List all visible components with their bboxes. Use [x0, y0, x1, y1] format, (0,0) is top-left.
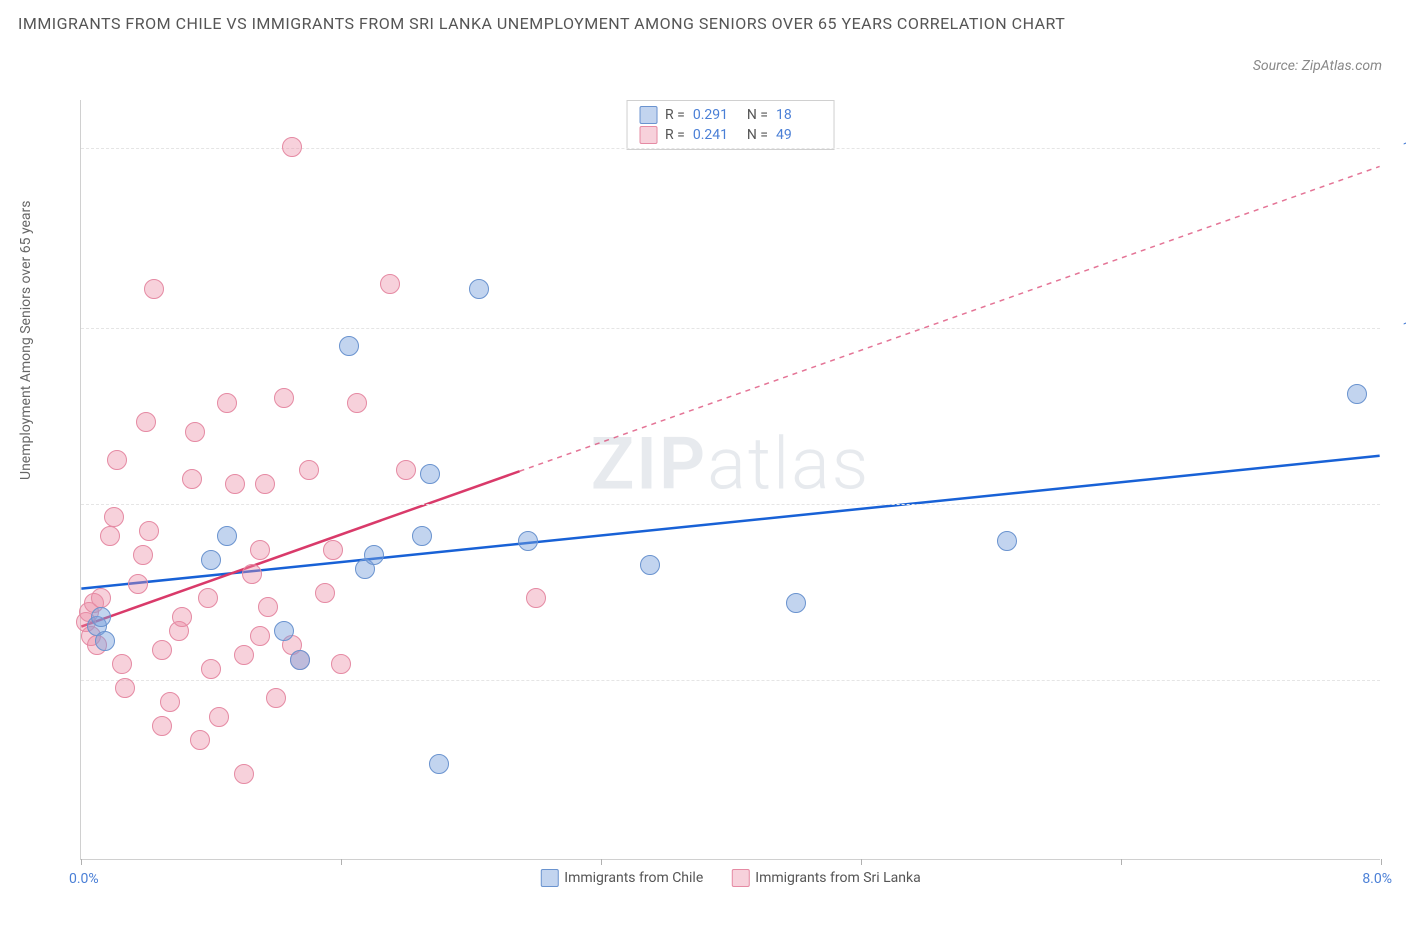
scatter-point — [95, 631, 115, 651]
series-legend: Immigrants from Chile Immigrants from Sri… — [540, 869, 920, 887]
scatter-point — [133, 545, 153, 565]
gridline — [81, 148, 1380, 149]
scatter-point — [1347, 384, 1367, 404]
scatter-point — [640, 555, 660, 575]
scatter-point — [469, 279, 489, 299]
r-value: 0.291 — [693, 107, 739, 123]
scatter-point — [201, 550, 221, 570]
scatter-point — [198, 588, 218, 608]
y-tick-label: 7.5% — [1385, 496, 1406, 512]
legend-row: R = 0.241 N = 49 — [639, 125, 822, 145]
scatter-point — [255, 474, 275, 494]
scatter-point — [128, 574, 148, 594]
r-label: R = — [665, 107, 685, 123]
y-tick-label: 11.2% — [1385, 320, 1406, 336]
gridline — [81, 680, 1380, 681]
n-label: N = — [747, 127, 768, 143]
scatter-point — [139, 521, 159, 541]
scatter-point — [429, 754, 449, 774]
r-label: R = — [665, 127, 685, 143]
scatter-point — [315, 583, 335, 603]
scatter-point — [201, 659, 221, 679]
scatter-point — [152, 640, 172, 660]
scatter-point — [526, 588, 546, 608]
legend-swatch — [540, 869, 558, 887]
scatter-point — [115, 678, 135, 698]
scatter-plot: ZIPatlas R =0.291N =18R =0.241N =49 Immi… — [80, 100, 1380, 860]
scatter-point — [112, 654, 132, 674]
scatter-point — [242, 564, 262, 584]
scatter-point — [250, 540, 270, 560]
scatter-point — [258, 597, 278, 617]
n-value: 49 — [776, 127, 822, 143]
scatter-point — [396, 460, 416, 480]
legend-swatch — [639, 126, 657, 144]
x-axis-min-label: 0.0% — [69, 871, 99, 887]
scatter-point — [107, 450, 127, 470]
scatter-point — [347, 393, 367, 413]
trend-lines — [81, 100, 1380, 859]
scatter-point — [217, 526, 237, 546]
legend-swatch — [639, 106, 657, 124]
scatter-point — [282, 137, 302, 157]
scatter-point — [182, 469, 202, 489]
legend-row: R = 0.291 N = 18 — [639, 105, 822, 125]
scatter-point — [91, 607, 111, 627]
scatter-point — [339, 336, 359, 356]
x-tick — [1121, 859, 1122, 865]
scatter-point — [420, 464, 440, 484]
scatter-point — [274, 621, 294, 641]
correlation-legend: R = 0.291 N = 18 R = 0.241 N = 49 — [626, 100, 835, 150]
scatter-point — [152, 716, 172, 736]
scatter-point — [209, 707, 229, 727]
x-tick — [81, 859, 82, 865]
scatter-point — [266, 688, 286, 708]
scatter-point — [323, 540, 343, 560]
gridline — [81, 504, 1380, 505]
x-tick — [601, 859, 602, 865]
legend-label: Immigrants from Chile — [564, 870, 703, 886]
x-axis-max-label: 8.0% — [1362, 871, 1392, 887]
scatter-point — [100, 526, 120, 546]
scatter-point — [299, 460, 319, 480]
gridline — [81, 328, 1380, 329]
x-tick — [1381, 859, 1382, 865]
n-label: N = — [747, 107, 768, 123]
n-value: 18 — [776, 107, 822, 123]
x-tick — [341, 859, 342, 865]
r-value: 0.241 — [693, 127, 739, 143]
scatter-point — [160, 692, 180, 712]
scatter-point — [997, 531, 1017, 551]
source-attribution: Source: ZipAtlas.com — [1253, 58, 1382, 74]
scatter-point — [91, 588, 111, 608]
scatter-point — [364, 545, 384, 565]
scatter-point — [144, 279, 164, 299]
y-tick-label: 15.0% — [1385, 140, 1406, 156]
legend-label: Immigrants from Sri Lanka — [755, 870, 920, 886]
scatter-point — [274, 388, 294, 408]
scatter-point — [136, 412, 156, 432]
scatter-point — [234, 764, 254, 784]
legend-item: Immigrants from Chile — [540, 869, 703, 887]
chart-title: IMMIGRANTS FROM CHILE VS IMMIGRANTS FROM… — [18, 12, 1065, 36]
scatter-point — [104, 507, 124, 527]
x-tick — [861, 859, 862, 865]
scatter-point — [217, 393, 237, 413]
scatter-point — [412, 526, 432, 546]
scatter-point — [290, 650, 310, 670]
legend-swatch — [731, 869, 749, 887]
scatter-point — [185, 422, 205, 442]
scatter-point — [786, 593, 806, 613]
scatter-point — [250, 626, 270, 646]
legend-item: Immigrants from Sri Lanka — [731, 869, 920, 887]
scatter-point — [331, 654, 351, 674]
y-axis-label: Unemployment Among Seniors over 65 years — [18, 201, 34, 481]
scatter-point — [380, 274, 400, 294]
scatter-point — [234, 645, 254, 665]
y-tick-label: 3.8% — [1385, 672, 1406, 688]
scatter-point — [225, 474, 245, 494]
scatter-point — [190, 730, 210, 750]
scatter-point — [172, 607, 192, 627]
scatter-point — [518, 531, 538, 551]
